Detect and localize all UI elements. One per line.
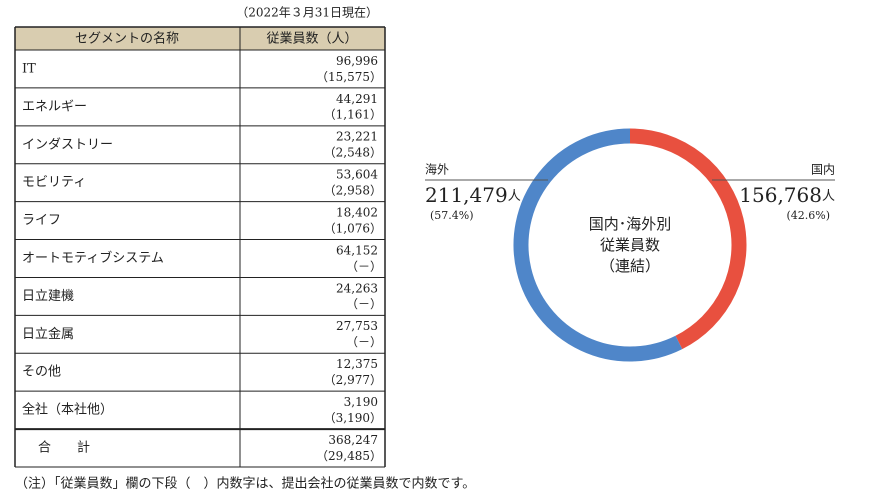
employee-count-sub: （2,977） bbox=[324, 373, 382, 387]
employee-count: 64,152 bbox=[336, 243, 378, 257]
employee-count-sub: （2,548） bbox=[324, 146, 382, 160]
count-value: 211,479 bbox=[425, 183, 508, 207]
employee-count-sub: （15,575） bbox=[316, 70, 382, 84]
employee-count: 18,402 bbox=[336, 206, 378, 220]
employee-count: 24,263 bbox=[336, 281, 378, 295]
unit: 人 bbox=[508, 189, 521, 204]
footnote: （注）「従業員数」欄の下段（ ）内数字は、提出会社の従業員数で内数です。 bbox=[15, 476, 475, 492]
employee-count: 44,291 bbox=[336, 92, 378, 106]
segment-name: その他 bbox=[22, 365, 61, 380]
employee-count-sub: （－） bbox=[346, 297, 382, 311]
segment-name: インダストリー bbox=[22, 137, 113, 152]
category: 国内 bbox=[811, 163, 835, 177]
employee-count-sub: （1,076） bbox=[324, 221, 382, 235]
employee-count-sub: （29,485） bbox=[316, 449, 382, 463]
employee-count: 368,247 bbox=[328, 433, 378, 447]
segment-name: 日立建機 bbox=[22, 289, 74, 304]
count: 156,768人 bbox=[739, 183, 835, 207]
center-label: 従業員数 bbox=[600, 236, 660, 254]
employee-count: 96,996 bbox=[336, 54, 378, 68]
count: 211,479人 bbox=[425, 183, 521, 207]
segment-name: 合 計 bbox=[38, 440, 90, 456]
segment-name: 日立金属 bbox=[22, 326, 74, 342]
percent: (42.6%) bbox=[786, 209, 830, 222]
employee-count-sub: （－） bbox=[346, 259, 382, 273]
employee-count-sub: （1,161） bbox=[324, 108, 382, 122]
table-header-bg bbox=[15, 27, 385, 50]
segment-name: 全社（本社他） bbox=[22, 402, 113, 418]
segment-name: オートモティブシステム bbox=[22, 250, 164, 266]
employee-count: 27,753 bbox=[336, 319, 378, 333]
employee-count-sub: （－） bbox=[346, 335, 382, 349]
donut-segment bbox=[629, 128, 747, 350]
donut-segment bbox=[513, 128, 683, 362]
header: セグメントの名称 bbox=[75, 31, 179, 47]
employee-count: 12,375 bbox=[336, 357, 378, 371]
unit: 人 bbox=[822, 189, 835, 204]
date-note: （2022年３月31日現在） bbox=[236, 6, 378, 20]
percent: (57.4%) bbox=[430, 209, 474, 222]
segment-name: モビリティ bbox=[22, 175, 86, 190]
employee-count-sub: （2,958） bbox=[324, 184, 382, 198]
center-label: 国内･海外別 bbox=[589, 215, 672, 233]
header: 従業員数（人） bbox=[266, 31, 357, 47]
segment-name: ライフ bbox=[22, 213, 61, 228]
employee-count-sub: （3,190） bbox=[324, 411, 382, 425]
employee-count: 23,221 bbox=[336, 130, 378, 144]
employee-count: 3,190 bbox=[344, 395, 378, 409]
center-label: （連結） bbox=[600, 257, 660, 275]
segment-name: エネルギー bbox=[22, 99, 87, 114]
segment-name: IT bbox=[22, 61, 36, 76]
employee-count: 53,604 bbox=[336, 168, 378, 182]
category: 海外 bbox=[425, 162, 449, 177]
count-value: 156,768 bbox=[739, 183, 822, 207]
